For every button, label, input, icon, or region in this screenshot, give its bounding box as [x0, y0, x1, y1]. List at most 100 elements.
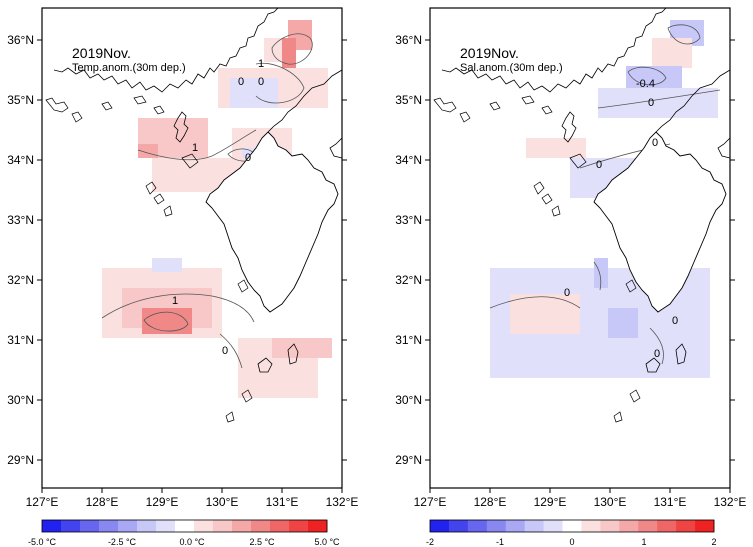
colorbar-swatch	[137, 520, 157, 532]
lat-tick-label: 31°N	[395, 333, 422, 347]
lon-tick-label: 129°E	[146, 495, 179, 509]
contour-label: 0	[238, 76, 244, 88]
lon-tick-label: 131°E	[654, 495, 687, 509]
colorbar-swatch	[676, 520, 696, 532]
panel-title: 2019Nov.	[460, 45, 519, 61]
contour-label: 0	[564, 287, 570, 299]
lat-tick-label: 34°N	[395, 153, 422, 167]
colorbar-swatch	[251, 520, 271, 532]
longitude-ticks: 127°E 128°E 129°E 130°E 131°E 132°E	[414, 488, 747, 509]
colorbar-swatch	[213, 520, 233, 532]
colorbar-label: -5.0 °C	[28, 537, 57, 547]
colorbar-swatch	[194, 520, 214, 532]
map-frame	[429, 7, 731, 489]
contour-label: 0	[672, 315, 678, 327]
contour-label: 1	[192, 142, 198, 154]
lon-tick-label: 130°E	[206, 495, 239, 509]
colorbar-swatch	[524, 520, 544, 532]
longitude-ticks: 127°E 128°E 129°E 130°E 131°E 132°E	[26, 488, 359, 509]
contour-label: 1	[172, 295, 178, 307]
lat-tick-label: 32°N	[395, 273, 422, 287]
colorbar-swatch	[232, 520, 252, 532]
panel-subtitle: Temp.anom.(30m dep.)	[72, 62, 186, 74]
lon-tick-label: 127°E	[414, 495, 447, 509]
colorbar-label: 0.0 °C	[179, 537, 205, 547]
colorbar-swatch	[175, 520, 195, 532]
colorbar-swatch	[638, 520, 658, 532]
lat-tick-label: 33°N	[7, 213, 34, 227]
colorbar-swatch	[99, 520, 119, 532]
contour-label: 0	[654, 348, 660, 360]
lat-tick-label: 36°N	[7, 33, 34, 47]
lat-tick-label: 29°N	[395, 453, 422, 467]
colorbar-swatch	[308, 520, 328, 532]
colorbar-swatch	[80, 520, 100, 532]
lat-tick-label: 30°N	[395, 393, 422, 407]
contour-label: 0	[258, 76, 264, 88]
colorbar-label: 1	[641, 537, 646, 547]
salinity-colorbar: -2 -1 0 1 2	[426, 519, 717, 547]
contour-label: -0.4	[636, 78, 655, 90]
colorbar-swatch	[581, 520, 601, 532]
colorbar-swatch	[467, 520, 488, 532]
colorbar-label: 2.5 °C	[249, 537, 275, 547]
colorbar-label: 0	[569, 537, 574, 547]
lon-tick-label: 128°E	[86, 495, 119, 509]
colorbar-swatch	[543, 520, 563, 532]
lon-tick-label: 132°E	[326, 495, 359, 509]
lat-tick-label: 30°N	[7, 393, 34, 407]
map-frame	[41, 7, 343, 489]
lat-tick-label: 33°N	[395, 213, 422, 227]
colorbar-label: 2	[711, 537, 716, 547]
salinity-panel: -0.4 0 0 0 0 0 0 2019Nov. Sal.anom.(30m …	[395, 7, 747, 547]
colorbar-swatch	[61, 520, 81, 532]
lon-tick-label: 130°E	[594, 495, 627, 509]
panel-title: 2019Nov.	[72, 45, 131, 61]
colorbar-swatch	[619, 520, 639, 532]
lat-tick-label: 35°N	[395, 93, 422, 107]
contour-label: 0	[596, 159, 602, 171]
lat-tick-label: 31°N	[7, 333, 34, 347]
lat-tick-label: 34°N	[7, 153, 34, 167]
temperature-colorbar: -5.0 °C -2.5 °C 0.0 °C 2.5 °C 5.0 °C	[28, 519, 340, 547]
lon-tick-label: 131°E	[266, 495, 299, 509]
contour-label: 0	[245, 152, 251, 164]
colorbar-swatch	[600, 520, 620, 532]
colorbar-swatch	[486, 520, 507, 532]
colorbar-label: -2.5 °C	[108, 537, 137, 547]
colorbar-outline	[41, 519, 328, 533]
colorbar-swatch	[505, 520, 526, 532]
colorbar-label: -2	[426, 537, 434, 547]
colorbar-swatch	[42, 520, 62, 532]
lon-tick-label: 129°E	[534, 495, 567, 509]
temperature-panel: 1 0 0 1 0 1 0 2019Nov. Temp.anom.(30m de…	[7, 7, 359, 547]
latitude-ticks: 36°N 35°N 34°N 33°N 32°N 31°N 30°N 29°N	[395, 33, 735, 467]
lat-tick-label: 32°N	[7, 273, 34, 287]
contour-label: 0	[648, 97, 654, 109]
colorbar-swatch	[156, 520, 176, 532]
colorbar-outline	[429, 519, 715, 533]
colorbar-swatch	[118, 520, 138, 532]
lon-tick-label: 127°E	[26, 495, 59, 509]
colorbar-swatch	[448, 520, 469, 532]
colorbar-swatch	[430, 520, 450, 532]
colorbar-swatch	[270, 520, 290, 532]
panel-subtitle: Sal.anom.(30m dep.)	[460, 62, 563, 74]
contour-label: 1	[258, 58, 264, 70]
lat-tick-label: 29°N	[7, 453, 34, 467]
contour-label: 0	[652, 137, 658, 149]
colorbar-swatch	[657, 520, 677, 532]
colorbar-label: 5.0 °C	[314, 537, 340, 547]
lat-tick-label: 35°N	[7, 93, 34, 107]
temperature-contours	[101, 33, 313, 369]
lon-tick-label: 128°E	[474, 495, 507, 509]
colorbar-swatch	[695, 520, 715, 532]
contour-label: 0	[222, 345, 228, 357]
latitude-ticks: 36°N 35°N 34°N 33°N 32°N 31°N 30°N 29°N	[7, 33, 347, 467]
colorbar-label: -1	[496, 537, 504, 547]
colorbar-swatch	[289, 520, 309, 532]
colorbar-swatch	[562, 520, 582, 532]
lat-tick-label: 36°N	[395, 33, 422, 47]
lon-tick-label: 132°E	[714, 495, 747, 509]
